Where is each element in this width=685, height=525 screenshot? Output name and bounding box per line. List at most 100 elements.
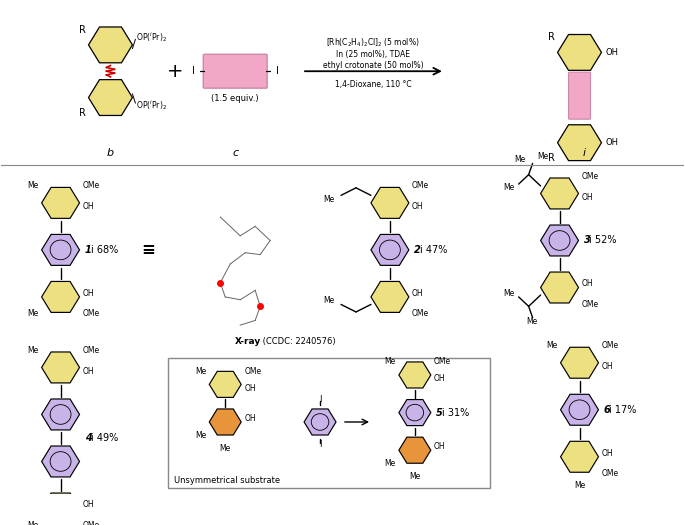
Polygon shape	[540, 178, 579, 209]
Text: b: b	[107, 149, 114, 159]
Text: Me: Me	[409, 472, 421, 481]
Text: OMe: OMe	[82, 182, 99, 191]
Text: Me: Me	[27, 346, 38, 355]
Text: Me: Me	[574, 481, 585, 490]
Polygon shape	[304, 409, 336, 435]
Text: [Rh(C$_2$H$_4$)$_2$Cl]$_2$ (5 mol%): [Rh(C$_2$H$_4$)$_2$Cl]$_2$ (5 mol%)	[326, 37, 420, 49]
Polygon shape	[560, 347, 599, 378]
Text: OMe: OMe	[601, 469, 619, 478]
Polygon shape	[540, 272, 579, 303]
FancyBboxPatch shape	[169, 358, 490, 488]
Text: R: R	[79, 108, 86, 118]
Text: R: R	[548, 33, 555, 43]
Text: OMe: OMe	[82, 309, 99, 318]
Text: OH: OH	[434, 442, 445, 451]
Polygon shape	[558, 125, 601, 161]
Text: In (25 mol%), TDAE: In (25 mol%), TDAE	[336, 50, 410, 59]
Text: OH: OH	[582, 279, 593, 288]
Text: OH: OH	[82, 202, 94, 211]
Text: c: c	[232, 149, 238, 159]
Text: OH: OH	[606, 48, 619, 57]
Text: Me: Me	[195, 366, 206, 376]
Text: OH: OH	[412, 289, 423, 298]
Polygon shape	[371, 235, 409, 265]
Text: Me: Me	[526, 317, 538, 326]
Polygon shape	[210, 371, 241, 397]
Text: OMe: OMe	[244, 366, 261, 376]
Text: Me: Me	[323, 195, 334, 204]
Text: Me: Me	[547, 341, 558, 350]
Polygon shape	[540, 225, 579, 256]
Text: OMe: OMe	[82, 346, 99, 355]
Polygon shape	[371, 187, 409, 218]
Text: i 47%: i 47%	[420, 245, 447, 255]
Text: OH: OH	[434, 374, 445, 383]
Text: OH: OH	[244, 384, 256, 393]
Text: OP($^i$Pr)$_2$: OP($^i$Pr)$_2$	[136, 98, 168, 112]
Text: R: R	[548, 153, 555, 163]
FancyBboxPatch shape	[203, 54, 267, 88]
Polygon shape	[42, 399, 79, 430]
Text: OMe: OMe	[412, 182, 429, 191]
Text: ≡: ≡	[142, 241, 155, 259]
Text: OMe: OMe	[582, 300, 599, 309]
Text: OH: OH	[601, 362, 613, 371]
Text: OH: OH	[244, 414, 256, 423]
Text: i 49%: i 49%	[90, 433, 118, 443]
Text: 3: 3	[584, 236, 590, 246]
Text: +: +	[167, 62, 184, 81]
Text: Me: Me	[503, 183, 514, 192]
Text: Me: Me	[537, 152, 548, 161]
Text: OP($^i$Pr)$_2$: OP($^i$Pr)$_2$	[136, 30, 168, 44]
Text: 6: 6	[603, 405, 610, 415]
Text: Me: Me	[503, 289, 514, 298]
Text: i: i	[583, 149, 586, 159]
Text: Me: Me	[27, 521, 38, 525]
Text: 2: 2	[414, 245, 421, 255]
Text: OH: OH	[601, 448, 613, 457]
Polygon shape	[558, 35, 601, 70]
Polygon shape	[399, 437, 431, 463]
Text: Me: Me	[27, 182, 38, 191]
FancyBboxPatch shape	[569, 72, 590, 119]
Text: i 68%: i 68%	[90, 245, 118, 255]
Text: X-ray: X-ray	[235, 337, 262, 345]
Polygon shape	[88, 80, 132, 116]
Text: OMe: OMe	[412, 309, 429, 318]
Text: Me: Me	[195, 430, 206, 439]
Text: I: I	[319, 440, 321, 449]
Text: Me: Me	[323, 296, 334, 305]
Text: i 31%: i 31%	[442, 407, 469, 417]
Text: OH: OH	[412, 202, 423, 211]
Text: i 52%: i 52%	[590, 236, 617, 246]
Text: OH: OH	[82, 289, 94, 298]
Text: 1: 1	[84, 245, 91, 255]
Text: OMe: OMe	[82, 521, 99, 525]
Polygon shape	[210, 409, 241, 435]
Polygon shape	[399, 400, 431, 426]
Text: OH: OH	[606, 138, 619, 147]
Text: 1,4-Dioxane, 110 °C: 1,4-Dioxane, 110 °C	[335, 80, 411, 89]
Text: OH: OH	[82, 500, 94, 509]
Text: Unsymmetrical substrate: Unsymmetrical substrate	[175, 476, 280, 485]
Text: Me: Me	[27, 309, 38, 318]
Text: (1.5 equiv.): (1.5 equiv.)	[212, 94, 259, 103]
Text: ethyl crotonate (50 mol%): ethyl crotonate (50 mol%)	[323, 61, 423, 70]
Text: Me: Me	[514, 155, 525, 164]
Text: i 17%: i 17%	[610, 405, 637, 415]
Text: (CCDC: 2240576): (CCDC: 2240576)	[260, 337, 336, 345]
Polygon shape	[560, 442, 599, 472]
Polygon shape	[399, 362, 431, 388]
Text: Me: Me	[220, 444, 231, 453]
Polygon shape	[42, 281, 79, 312]
Polygon shape	[42, 493, 79, 524]
Polygon shape	[42, 446, 79, 477]
Polygon shape	[371, 281, 409, 312]
Polygon shape	[42, 187, 79, 218]
Text: 4: 4	[84, 433, 91, 443]
Text: OMe: OMe	[582, 172, 599, 181]
Text: I: I	[275, 66, 279, 76]
Text: OMe: OMe	[601, 341, 619, 350]
Text: I: I	[319, 395, 321, 404]
Polygon shape	[42, 352, 79, 383]
